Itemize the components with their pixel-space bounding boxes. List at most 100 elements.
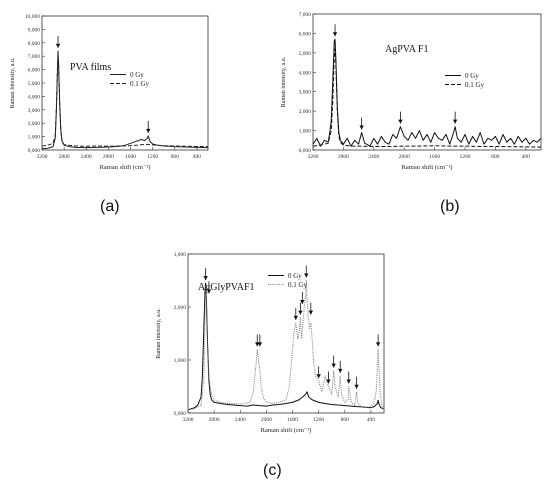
legend-label-1: 0.1 Gy xyxy=(288,281,308,289)
peak-arrow-head xyxy=(304,273,309,278)
x-tick-label: 2000 xyxy=(261,417,272,423)
chart-title: PVA films xyxy=(70,62,111,73)
peak-arrow xyxy=(308,302,314,315)
legend-label-0: 0 Gy xyxy=(465,72,479,80)
peak-arrow xyxy=(359,117,364,130)
peak-arrow xyxy=(326,371,331,384)
series-line-0 xyxy=(188,282,384,411)
x-tick-label: 800 xyxy=(491,154,500,160)
y-tick-label: 2,000 xyxy=(174,305,187,311)
y-tick-label: 1,000 xyxy=(28,135,41,141)
x-tick-label: 1600 xyxy=(125,154,136,160)
peak-arrow xyxy=(55,35,61,48)
x-tick-label: 3200 xyxy=(183,417,194,423)
y-axis-label: Raman intensity, a.u. xyxy=(281,56,287,107)
peak-arrow-head xyxy=(332,32,338,37)
y-tick-label: 6,000 xyxy=(299,31,312,37)
peak-arrow-head xyxy=(300,300,305,304)
x-tick-label: 1200 xyxy=(460,154,471,160)
panel-a: 0,000 1,000 2,000 3,000 4,000 5,000 6,000 7,000… xyxy=(0,0,215,185)
series-line-0 xyxy=(42,50,208,150)
y-axis-label: Raman Intensity, a.u. xyxy=(10,57,16,108)
chart-title: AgPVA F1 xyxy=(385,44,428,55)
peak-arrow xyxy=(398,111,403,124)
peak-arrow-head xyxy=(354,384,359,389)
peak-arrow xyxy=(146,120,151,133)
y-tick-label: 4,000 xyxy=(299,70,312,76)
x-tick-label: 1600 xyxy=(429,154,440,160)
y-tick-label: 4,000 xyxy=(28,94,41,100)
x-axis-label: Raman shift (cm⁻¹) xyxy=(100,164,151,171)
plot-frame xyxy=(187,253,385,414)
y-tick-label: 3,000 xyxy=(299,90,312,96)
panel-label-a: (a) xyxy=(100,198,120,215)
legend-label-1: 0.1 Gy xyxy=(465,81,485,89)
peak-arrow-head xyxy=(146,128,151,133)
x-tick-label: 400 xyxy=(367,417,376,423)
x-tick-label: 2400 xyxy=(235,417,246,423)
peak-arrow xyxy=(304,265,309,278)
peak-arrow-head xyxy=(316,374,321,379)
x-tick-label: 2800 xyxy=(338,154,349,160)
peak-arrow-head xyxy=(359,125,364,130)
peak-arrow-head xyxy=(398,119,403,124)
chart-agglypvaf1: 0,000 1,000 2,000 3,000 3200 2800 2400 2000 1600… xyxy=(156,252,385,434)
y-tick-label: 8,000 xyxy=(28,41,41,47)
x-tick-label: 400 xyxy=(522,154,531,160)
x-tick-label: 800 xyxy=(171,154,180,160)
x-tick-label: 2000 xyxy=(399,154,410,160)
y-tick-label: 5,000 xyxy=(28,81,41,87)
legend-label-0: 0 Gy xyxy=(288,272,302,280)
peak-arrow-head xyxy=(293,315,298,320)
peak-arrow xyxy=(331,355,336,368)
y-tick-label: 5,000 xyxy=(299,51,312,57)
peak-arrow xyxy=(255,334,260,347)
chart-pva-films: 0,000 1,000 2,000 3,000 4,000 5,000 6,000 7,000… xyxy=(10,14,209,171)
peak-arrow-head xyxy=(257,342,263,347)
x-tick-label: 800 xyxy=(341,417,350,423)
y-tick-label: 7,000 xyxy=(28,54,41,60)
y-tick-label: 3,000 xyxy=(28,108,41,114)
x-tick-label: 2800 xyxy=(59,154,70,160)
peak-arrow xyxy=(257,334,263,347)
peak-arrow-head xyxy=(338,368,343,373)
series-line-1 xyxy=(188,280,384,411)
x-axis-label: Raman shift (cm⁻¹) xyxy=(402,164,453,171)
x-tick-label: 2800 xyxy=(209,417,220,423)
peak-arrow xyxy=(300,292,305,304)
series-line-0 xyxy=(313,38,541,147)
y-tick-label: 3,000 xyxy=(174,252,187,258)
y-tick-label: 2,000 xyxy=(299,109,312,115)
y-axis-label: Raman intensity, a.u. xyxy=(156,308,162,359)
y-tick-label: 0,000 xyxy=(174,411,187,417)
peak-arrow xyxy=(203,268,208,281)
y-tick-label: 10,000 xyxy=(25,14,40,20)
peak-arrow-head xyxy=(326,379,331,384)
peak-arrow-head xyxy=(298,310,303,315)
panel-b: 0,000 1,000 2,000 3,000 4,000 5,000 6,000 7,000… xyxy=(275,0,545,185)
peak-arrow xyxy=(298,302,303,315)
plot-frame xyxy=(312,13,542,151)
peak-arrow-head xyxy=(55,43,61,48)
panel-label-c: (c) xyxy=(263,462,282,479)
x-tick-label: 1200 xyxy=(147,154,158,160)
peak-arrow xyxy=(206,281,212,294)
x-tick-label: 3200 xyxy=(37,154,48,160)
peak-arrow-head xyxy=(331,363,336,368)
x-tick-label: 400 xyxy=(193,154,202,160)
x-tick-label: 2400 xyxy=(368,154,379,160)
chart-title: AgGlyPVAF1 xyxy=(198,282,255,293)
peak-arrow-head xyxy=(346,379,351,384)
peak-arrow-head xyxy=(375,342,381,347)
y-tick-label: 7,000 xyxy=(299,12,312,18)
peak-arrow xyxy=(316,366,321,379)
chart-agpva-f1: 0,000 1,000 2,000 3,000 4,000 5,000 6,000 7,000… xyxy=(281,12,542,171)
peak-arrow xyxy=(452,111,458,124)
y-tick-label: 2,000 xyxy=(28,121,41,127)
x-axis-label: Raman shift (cm⁻¹) xyxy=(261,427,312,434)
x-tick-label: 2400 xyxy=(81,154,92,160)
y-tick-label: 0,000 xyxy=(28,148,41,154)
peak-arrow-head xyxy=(308,310,314,315)
peak-arrow-head xyxy=(452,119,458,124)
peak-arrow xyxy=(375,334,381,347)
